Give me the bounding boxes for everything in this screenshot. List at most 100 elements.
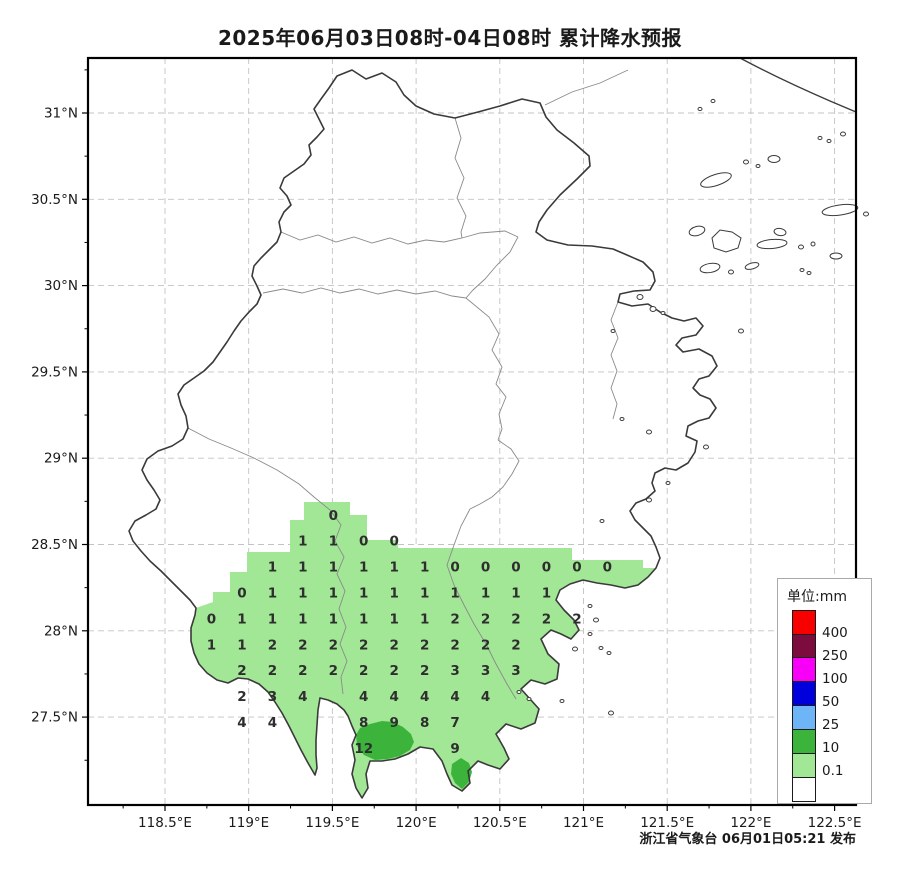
precip-value: 4: [237, 715, 246, 731]
precipitation-values: 01 1 0 01 1 1 1 1 1 0 0 0 0 0 00 1 1 1 1 1 1 1 1 1 10 1 1 1 1 1 1 1 2 2 2 2…: [207, 508, 612, 757]
legend-swatch: [792, 776, 816, 802]
precip-value: 4: [268, 715, 277, 731]
precip-value: 3: [481, 663, 490, 679]
precip-value: 1: [329, 611, 338, 627]
precip-value: 3: [450, 663, 459, 679]
axis-tick-labels: 118.5°E 119°E 119.5°E 120°E 120.5°E 121°E 121.…: [31, 106, 861, 832]
precip-value: 9: [389, 715, 398, 731]
precip-value: 1: [359, 560, 368, 576]
precip-value: 1: [268, 560, 277, 576]
legend-box: 单位:mm 400 250 100 50 25 10 0.1: [777, 578, 872, 804]
precip-value: 2: [268, 663, 277, 679]
legend-swatch: [792, 681, 816, 707]
x-axis-label: 122.5°E: [808, 815, 862, 831]
precip-value: 2: [511, 637, 520, 653]
precip-value: 2: [450, 637, 459, 653]
precip-value: 0: [359, 534, 368, 550]
precip-value: 0: [389, 534, 398, 550]
precip-value: 2: [268, 637, 277, 653]
precip-value: 3: [511, 663, 520, 679]
precip-value: 1: [237, 611, 246, 627]
y-axis-label: 30°N: [44, 278, 78, 294]
precip-value: 2: [389, 637, 398, 653]
y-axis-label: 29°N: [44, 451, 78, 467]
precip-value: 4: [481, 689, 490, 705]
precip-value: 1: [389, 611, 398, 627]
y-axis-label: 30.5°N: [31, 192, 78, 208]
grid-lines: [88, 58, 856, 805]
precip-value: 0: [237, 586, 246, 602]
province-boundary: [128, 69, 718, 799]
x-axis-label: 120°E: [396, 815, 437, 831]
precip-value: 0: [450, 560, 459, 576]
precip-value: 0: [207, 611, 216, 627]
y-axis-label: 29.5°N: [31, 364, 78, 380]
legend-swatches: [792, 609, 816, 802]
precip-value: 0: [542, 560, 551, 576]
legend-threshold-label: 10: [822, 740, 840, 756]
precip-value: 0: [511, 560, 520, 576]
precip-value: 0: [603, 560, 612, 576]
prefecture-boundaries: [187, 69, 629, 700]
legend-threshold-label: 100: [822, 671, 848, 687]
precip-value: 2: [572, 611, 581, 627]
precip-value: 1: [329, 534, 338, 550]
precip-value: 1: [207, 637, 216, 653]
precip-value: 2: [329, 663, 338, 679]
x-axis-label: 121.5°E: [640, 815, 694, 831]
precip-value: 0: [481, 560, 490, 576]
precip-value: 4: [389, 689, 398, 705]
precip-value: 4: [420, 689, 429, 705]
precipitation-area-heavy: [356, 721, 414, 760]
publisher-note: 浙江省气象台 06月01日05:21 发布: [639, 832, 856, 847]
precip-value: 1: [542, 586, 551, 602]
precip-value: 2: [481, 637, 490, 653]
precip-value: 9: [450, 741, 459, 757]
legend-threshold-label: 250: [822, 648, 848, 664]
precip-value: 12: [354, 741, 373, 757]
precip-value: 1: [329, 560, 338, 576]
precip-value: 1: [420, 586, 429, 602]
precip-value: 2: [359, 637, 368, 653]
precip-value: 1: [298, 611, 307, 627]
precip-value: 1: [268, 586, 277, 602]
precip-value: 1: [298, 534, 307, 550]
legend-threshold-label: 0.1: [822, 763, 844, 779]
precip-value: 1: [511, 586, 520, 602]
precip-value: 2: [420, 663, 429, 679]
precip-value: 2: [511, 611, 520, 627]
x-axis-label: 119°E: [228, 815, 269, 831]
precip-value: 8: [420, 715, 429, 731]
precip-value: 2: [450, 611, 459, 627]
x-axis-label: 120.5°E: [473, 815, 527, 831]
precip-value: 2: [420, 637, 429, 653]
legend-threshold-label: 25: [822, 717, 840, 733]
precip-value: 4: [450, 689, 459, 705]
precip-value: 2: [542, 611, 551, 627]
precip-value: 1: [298, 560, 307, 576]
legend-threshold-label: 400: [822, 625, 848, 641]
precip-value: 2: [237, 663, 246, 679]
north-coastline: [739, 57, 857, 113]
precip-value: 2: [329, 637, 338, 653]
legend-swatch: [792, 728, 816, 754]
precip-value: 1: [298, 586, 307, 602]
precip-value: 2: [298, 663, 307, 679]
legend-title: 单位:mm: [787, 589, 847, 605]
precip-value: 1: [389, 560, 398, 576]
precipitation-area-heavy-south: [451, 758, 472, 789]
x-axis-label: 122°E: [730, 815, 771, 831]
plot-frame: [86, 56, 858, 807]
page-title: 2025年06月03日08时-04日08时 累计降水预报: [217, 26, 683, 50]
y-axis-label: 31°N: [44, 106, 78, 122]
precip-value: 1: [481, 586, 490, 602]
precip-value: 1: [420, 611, 429, 627]
precip-value: 3: [268, 689, 277, 705]
precip-value: 0: [572, 560, 581, 576]
precip-value: 4: [359, 689, 368, 705]
precip-value: 1: [359, 611, 368, 627]
precip-value: 1: [237, 637, 246, 653]
legend-swatch: [792, 609, 816, 635]
